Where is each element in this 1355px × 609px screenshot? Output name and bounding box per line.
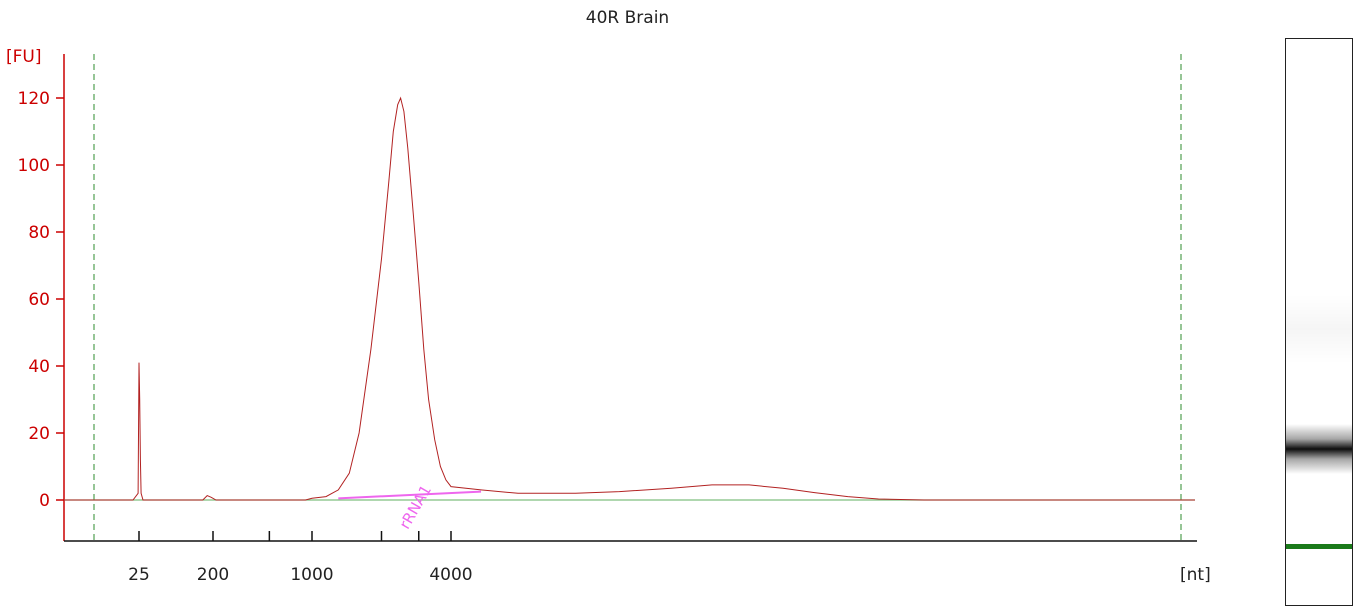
y-tick-label: 120 <box>18 89 50 109</box>
chart-title: 40R Brain <box>585 8 670 28</box>
gel-lane-image <box>1285 38 1353 606</box>
fluorescence-trace <box>64 96 1195 501</box>
y-tick-label: 100 <box>18 156 50 176</box>
electropherogram-chart: 0 20 40 60 80 100 120 25 200 1000 4000 rRNA1 [FU]… <box>6 47 1211 585</box>
y-tick-label: 0 <box>39 491 50 511</box>
rrna1-region-line <box>338 490 482 500</box>
x-tick-label: 4000 <box>429 565 472 585</box>
y-axis: 0 20 40 60 80 100 120 <box>18 54 65 541</box>
y-tick-label: 20 <box>28 424 50 444</box>
y-tick-label: 40 <box>28 357 50 377</box>
gel-faint-band <box>1286 294 1352 364</box>
x-tick-label: 200 <box>197 565 229 585</box>
y-axis-label: [FU] <box>6 47 42 67</box>
rrna1-peak-label: rRNA1 <box>396 482 435 532</box>
gel-marker-band <box>1286 544 1352 549</box>
y-tick-label: 80 <box>28 223 50 243</box>
x-tick-label: 25 <box>128 565 150 585</box>
x-axis: 25 200 1000 4000 <box>64 531 1197 585</box>
y-tick-label: 60 <box>28 290 50 310</box>
x-axis-label: [nt] <box>1180 565 1211 585</box>
gel-main-band <box>1286 424 1352 474</box>
x-tick-label: 1000 <box>290 565 333 585</box>
